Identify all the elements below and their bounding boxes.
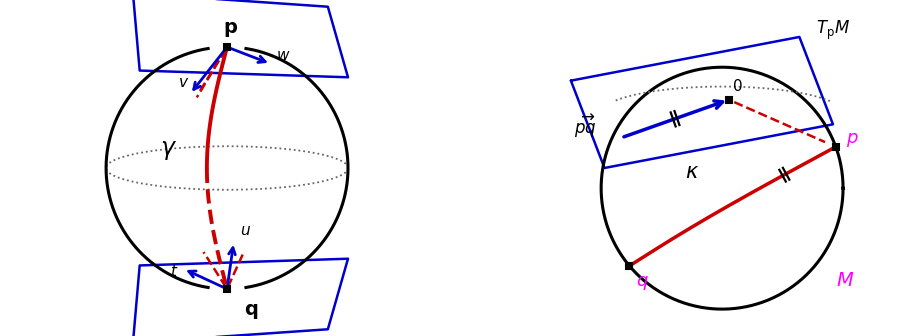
Text: $w$: $w$ [275, 48, 290, 64]
Text: $u$: $u$ [241, 223, 252, 238]
Text: $0$: $0$ [733, 78, 743, 94]
Text: $p$: $p$ [845, 131, 858, 150]
Text: $v$: $v$ [178, 75, 189, 90]
Text: $\mathbf{q}$: $\mathbf{q}$ [244, 302, 258, 322]
Text: $q$: $q$ [636, 274, 649, 292]
Text: $\mathbf{p}$: $\mathbf{p}$ [223, 19, 238, 39]
Text: $t$: $t$ [170, 262, 178, 279]
Text: $M$: $M$ [836, 270, 855, 290]
Text: $\kappa$: $\kappa$ [685, 162, 700, 182]
Text: $\overrightarrow{pq}$: $\overrightarrow{pq}$ [575, 113, 597, 140]
Text: $T_{\rm p}M$: $T_{\rm p}M$ [816, 18, 850, 42]
Text: $\gamma$: $\gamma$ [160, 137, 177, 162]
